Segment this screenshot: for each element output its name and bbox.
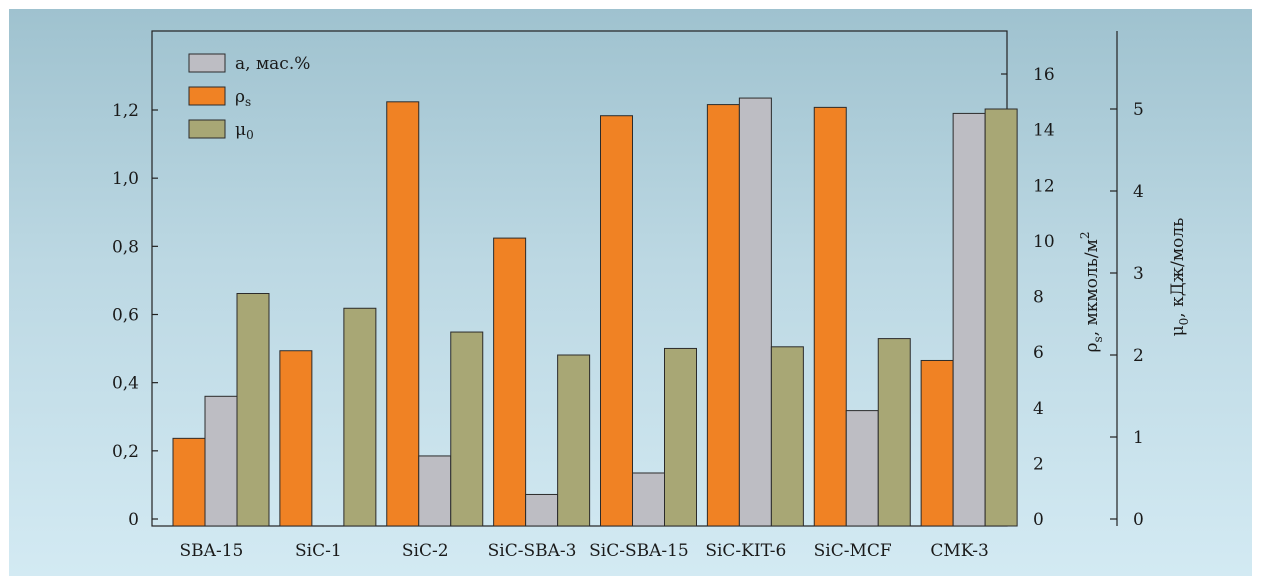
bar-2-4 bbox=[664, 347, 697, 527]
category-label: SiC-2 bbox=[402, 541, 449, 561]
legend-label: ρs bbox=[235, 87, 251, 109]
chart-panel: 0 0,2 0,4 0,6 0,8 1,0 1,2 0 2 4 6 8 10 12 14 16 0 1 2 3 4 5 ρs… bbox=[9, 9, 1252, 576]
bar-0-3 bbox=[493, 237, 527, 527]
right2-tick-label: 1 bbox=[1133, 428, 1144, 448]
right2-tick-label: 0 bbox=[1133, 510, 1144, 530]
legend-label: a, мас.% bbox=[235, 54, 310, 74]
category-label: SiC-SBA-3 bbox=[488, 541, 577, 561]
bar-1-6 bbox=[845, 410, 879, 527]
right2-tick-label: 4 bbox=[1133, 182, 1144, 202]
right1-tick-label: 6 bbox=[1033, 343, 1044, 363]
right1-tick-label: 12 bbox=[1033, 176, 1055, 196]
bar-2-2 bbox=[450, 331, 484, 527]
bar-2-6 bbox=[877, 338, 911, 527]
bar-1-4 bbox=[632, 472, 665, 527]
bar-2-5 bbox=[770, 346, 804, 527]
category-label: SiC-1 bbox=[295, 541, 342, 561]
right1-tick-label: 10 bbox=[1033, 232, 1055, 252]
right1-tick-label: 2 bbox=[1033, 454, 1044, 474]
legend-label: μ0 bbox=[235, 120, 254, 142]
category-label: SiC-SBA-15 bbox=[589, 541, 689, 561]
bar-0-5 bbox=[706, 104, 740, 527]
left-tick-label: 0,8 bbox=[112, 237, 139, 257]
right2-tick-label: 5 bbox=[1133, 100, 1144, 120]
bar-2-1 bbox=[343, 307, 377, 527]
bar-chart: 00,20,40,60,81,01,20246810121416012345ρs… bbox=[112, 30, 1191, 561]
category-label: SBA-15 bbox=[180, 541, 244, 561]
right2-tick-label: 2 bbox=[1133, 346, 1144, 366]
legend-swatch bbox=[188, 119, 226, 139]
category-label: CMK-3 bbox=[930, 541, 988, 561]
bar-0-6 bbox=[813, 106, 847, 527]
bar-2-0 bbox=[236, 293, 270, 527]
bar-0-4 bbox=[600, 115, 633, 527]
bar-1-7 bbox=[952, 112, 986, 527]
right1-tick-label: 16 bbox=[1033, 65, 1055, 85]
bar-2-3 bbox=[557, 354, 591, 527]
right1-axis-title: ρs, мкмоль/м2 bbox=[1078, 232, 1105, 353]
bar-0-7 bbox=[920, 359, 954, 527]
bar-0-2 bbox=[386, 101, 420, 527]
right2-tick-label: 3 bbox=[1133, 264, 1144, 284]
bar-1-2 bbox=[418, 455, 452, 527]
left-tick-label: 1,0 bbox=[112, 169, 139, 189]
left-tick-label: 1,2 bbox=[112, 101, 139, 121]
left-tick-label: 0,2 bbox=[112, 442, 139, 462]
right1-tick-label: 8 bbox=[1033, 288, 1044, 308]
right1-tick-label: 0 bbox=[1033, 510, 1044, 530]
left-tick-label: 0 bbox=[128, 510, 139, 530]
category-label: SiC-MCF bbox=[814, 541, 892, 561]
left-tick-label: 0,4 bbox=[112, 374, 139, 394]
bar-2-7 bbox=[984, 108, 1018, 527]
legend-swatch bbox=[188, 86, 226, 106]
bar-0-1 bbox=[279, 350, 313, 527]
right1-tick-label: 14 bbox=[1033, 121, 1055, 141]
right1-tick-label: 4 bbox=[1033, 399, 1044, 419]
bar-1-3 bbox=[525, 493, 559, 527]
right2-axis-title: μ0, кДж/моль bbox=[1168, 218, 1191, 337]
bar-0-0 bbox=[172, 437, 206, 527]
category-label: SiC-KIT-6 bbox=[705, 541, 786, 561]
legend-swatch bbox=[188, 53, 226, 73]
bar-1-0 bbox=[204, 395, 238, 527]
left-tick-label: 0,6 bbox=[112, 306, 139, 326]
bar-1-5 bbox=[738, 97, 772, 527]
